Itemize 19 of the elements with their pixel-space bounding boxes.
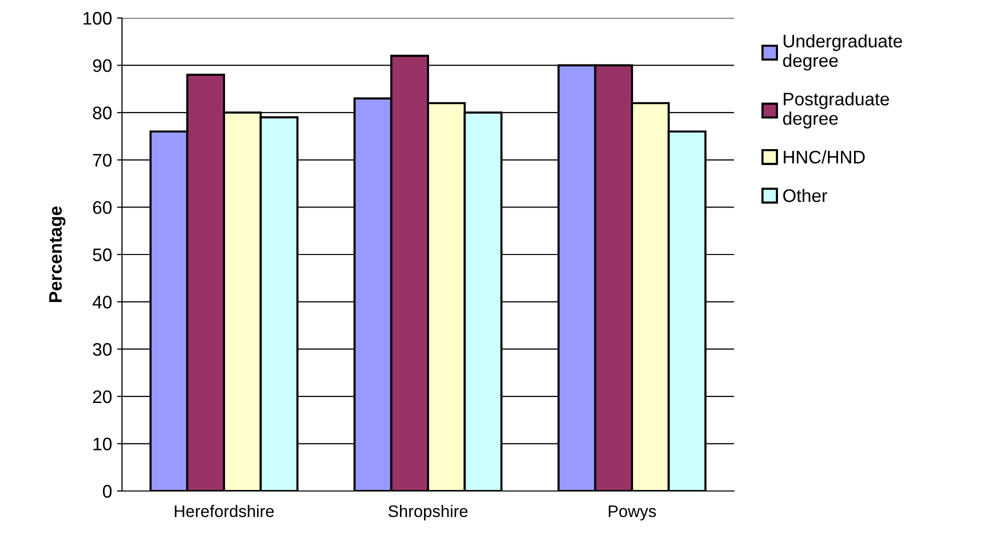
y-tick-label: 50 (92, 248, 112, 262)
y-axis-title: Percentage (49, 206, 66, 302)
y-tick-label: 80 (92, 106, 112, 120)
legend-label: HNC/HND (784, 150, 865, 164)
x-tick-label: Shropshire (388, 504, 468, 520)
y-tick-label: 60 (93, 201, 112, 214)
y-tick-label: 90 (93, 59, 112, 72)
y-tick-label: 30 (92, 343, 112, 356)
x-tick-label: Powys (608, 506, 656, 520)
y-tick-label: 70 (93, 154, 112, 167)
legend-label: Undergraduate degree (783, 34, 902, 71)
y-tick-label: 0 (102, 484, 112, 498)
legend-label: Postgraduate degree (783, 92, 889, 128)
y-tick-label: 10 (94, 438, 112, 450)
x-tick-label: Herefordshire (174, 504, 274, 518)
y-tick-label: 20 (93, 390, 112, 404)
y-tick-label: 100 (84, 12, 112, 25)
y-tick-label: 40 (92, 296, 112, 309)
legend-label: Other (783, 188, 828, 202)
